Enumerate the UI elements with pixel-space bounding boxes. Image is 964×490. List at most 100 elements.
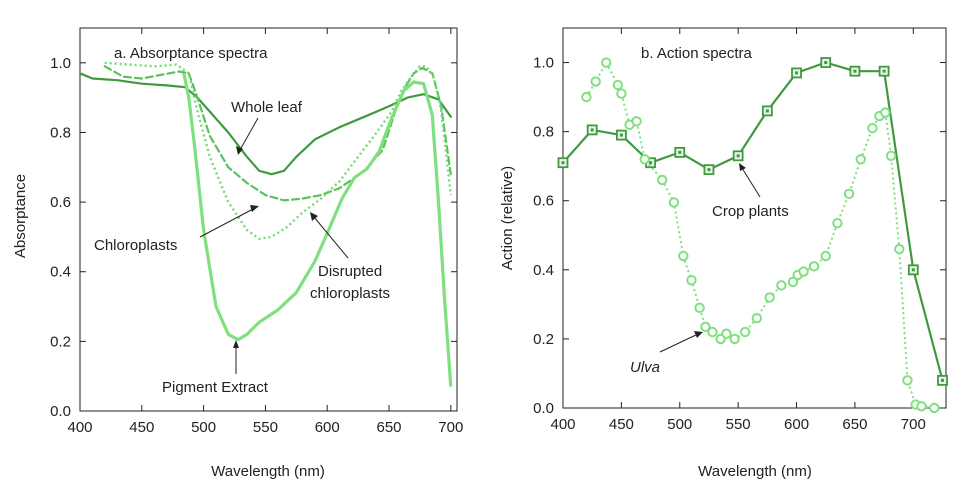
y-tick-label-a-4: 0.8 [50,124,71,141]
point-ulva-7 [639,154,650,165]
point-center-crop-plants-2 [619,133,623,137]
panel-a: 400 450 500 550 600 650 7000.00.20.40.60.81.0 … [12,27,463,480]
x-tick-label-b-500: 500 [667,416,692,433]
arrowhead-crop-plants [739,163,746,171]
x-axis-title-a: Wavelength (nm) [211,463,325,480]
series-line-disrupted-chloroplasts [104,61,452,240]
point-center-crop-plants-9 [824,61,828,65]
panel-b-title: b. Action spectra [641,45,753,62]
point-ulva-14 [707,326,718,338]
tick-labels-a: 400 450 500 550 600 650 700 0.0 0.2 0.4 0.6 0.8 1.0 [50,55,463,436]
arrowhead-ulva [694,331,703,338]
point-center-crop-plants-1 [590,128,594,132]
y-tick-label-b-2: 0.4 [533,262,554,279]
annotation-chloroplasts-2: chloroplasts [310,285,390,302]
point-ulva-16 [721,328,732,339]
point-ulva-9 [668,197,680,208]
arrow-crop-plants [741,167,761,198]
point-ulva-22 [787,276,799,288]
x-tick-label-a-700: 700 [438,419,463,436]
point-ulva-13 [700,321,711,333]
arrow-whole-leaf [239,117,259,151]
x-tick-label-b-600: 600 [784,416,809,433]
y-tick-label-a-3: 0.6 [50,194,71,211]
y-tick-label-b-5: 1.0 [533,55,554,72]
x-tick-label-b-700: 700 [901,416,926,433]
point-ulva-8 [657,174,668,186]
arrow-ulva [659,333,699,353]
point-center-crop-plants-3 [649,161,653,165]
y-tick-label-b-3: 0.6 [533,193,554,210]
panel-b: 400 450 500 550 600 650 7000.00.20.40.60.81.0 … [499,27,948,480]
y-tick-label-b-4: 0.8 [533,124,554,141]
annotation-chloroplasts: Chloroplasts [94,237,177,254]
point-center-crop-plants-4 [678,150,682,154]
point-center-crop-plants-0 [561,161,565,165]
x-tick-label-a-550: 550 [253,419,278,436]
point-ulva-37 [916,401,927,412]
point-ulva-2 [601,57,612,68]
point-ulva-18 [739,326,751,338]
arrowhead-pigment-extract [233,340,239,348]
x-tick-label-b-450: 450 [609,416,634,433]
point-center-crop-plants-5 [707,168,711,172]
plot-frame-a [79,27,458,412]
tick-marks-a [79,28,457,412]
point-ulva-3 [612,79,624,91]
point-ulva-28 [843,188,855,200]
point-center-crop-plants-7 [765,109,769,113]
y-tick-label-b-1: 0.2 [533,331,554,348]
x-tick-label-a-650: 650 [377,419,402,436]
x-tick-label-b-400: 400 [550,416,575,433]
x-tick-label-b-650: 650 [842,416,867,433]
point-ulva-30 [867,122,878,134]
arrowhead-chloroplasts [250,205,259,212]
point-center-crop-plants-12 [911,268,915,272]
x-tick-label-a-450: 450 [129,419,154,436]
point-ulva-34 [894,243,905,255]
y-tick-label-a-2: 0.4 [50,264,71,281]
series-b [557,57,948,414]
point-ulva-21 [776,280,787,291]
arrow-disrupted [313,216,349,259]
x-tick-label-a-600: 600 [315,419,340,436]
x-tick-label-a-500: 500 [191,419,216,436]
panel-a-title: a. Absorptance spectra [114,45,268,62]
plot-frame-b [562,27,947,409]
point-ulva-4 [616,88,627,99]
point-ulva-35 [902,375,913,386]
x-tick-label-a-400: 400 [67,419,92,436]
annotation-ulva: Ulva [630,359,660,376]
point-ulva-12 [694,302,705,314]
y-tick-label-b-0: 0.0 [533,400,554,417]
point-ulva-27 [832,217,843,229]
series-line-pigment-extract [182,72,453,387]
point-ulva-0 [581,91,592,103]
annotation-crop-plants: Crop plants [712,203,789,220]
point-center-crop-plants-11 [882,69,886,73]
x-tick-label-b-550: 550 [726,416,751,433]
point-ulva-11 [686,274,697,286]
point-ulva-38 [929,402,940,414]
point-ulva-6 [631,116,642,127]
annotation-pigment-extract: Pigment Extract [162,379,269,396]
arrowhead-disrupted [310,212,318,221]
y-axis-title-a: Absorptance [12,174,29,258]
series-line-whole-leaf [78,72,452,176]
point-ulva-10 [678,250,689,262]
point-ulva-32 [880,107,891,118]
x-axis-title-b: Wavelength (nm) [698,463,812,480]
point-ulva-26 [820,250,831,262]
series-line-chloroplasts [103,65,452,202]
y-axis-title-b: Action (relative) [499,166,516,270]
point-ulva-1 [590,76,601,87]
point-ulva-20 [764,292,775,303]
y-tick-label-a-1: 0.2 [50,333,71,350]
arrowhead-whole-leaf [236,146,243,155]
annotation-whole-leaf: Whole leaf [231,99,303,116]
y-tick-label-a-5: 1.0 [50,55,71,72]
point-center-crop-plants-8 [795,71,799,75]
point-ulva-24 [798,266,809,277]
point-ulva-33 [885,150,897,162]
